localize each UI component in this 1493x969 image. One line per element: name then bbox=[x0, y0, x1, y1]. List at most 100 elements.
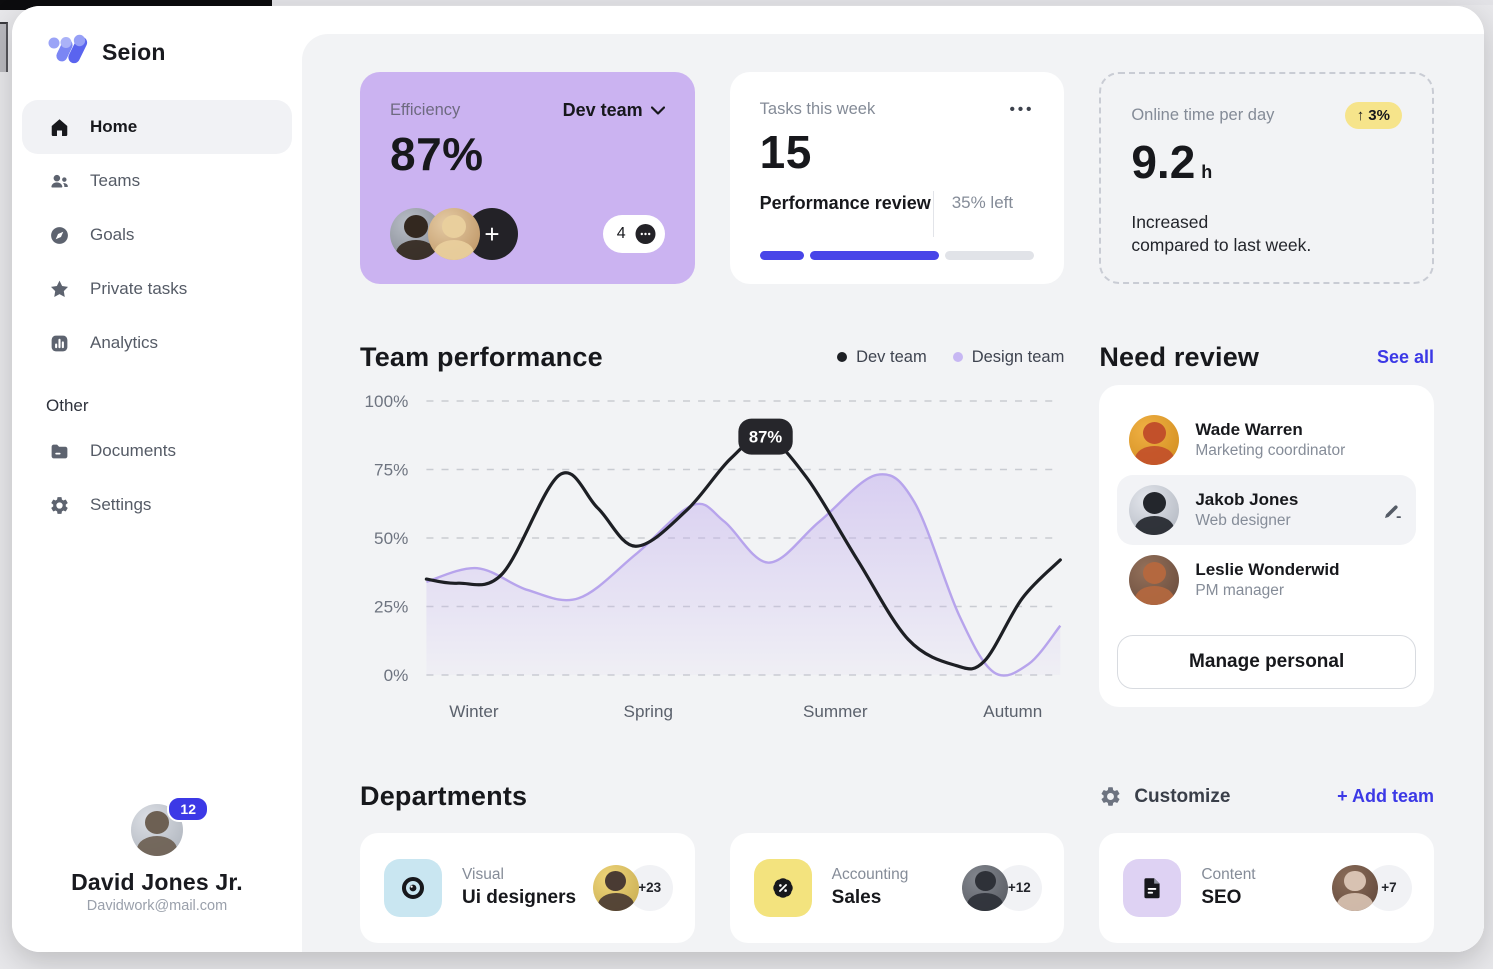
person-role: Web designer bbox=[1195, 512, 1291, 530]
folder-icon bbox=[48, 440, 70, 462]
person-name: Leslie Wonderwid bbox=[1195, 560, 1340, 580]
dept-icon-bg bbox=[753, 858, 812, 917]
document-icon bbox=[1144, 878, 1160, 899]
avatar bbox=[1331, 864, 1378, 911]
gear-icon bbox=[48, 494, 70, 516]
online-time-unit: h bbox=[1201, 162, 1213, 182]
need-review-title: Need review bbox=[1099, 341, 1260, 372]
legend-dot-design bbox=[952, 352, 963, 363]
svg-text:Spring: Spring bbox=[624, 702, 673, 721]
departments-title: Departments bbox=[360, 781, 528, 812]
task-progress-bar bbox=[759, 251, 1035, 260]
svg-text:87%: 87% bbox=[749, 428, 783, 447]
efficiency-card: Efficiency Dev team 87% + 4 bbox=[360, 72, 695, 284]
efficiency-value: 87% bbox=[390, 128, 484, 180]
dept-category: Visual bbox=[462, 866, 504, 884]
people-icon bbox=[48, 170, 70, 192]
main-area: Efficiency Dev team 87% + 4 bbox=[302, 6, 1484, 952]
legend-dev-team[interactable]: Dev team bbox=[837, 348, 927, 367]
sidebar-nav: Home Teams Goals Private tasks bbox=[12, 100, 302, 370]
pencil-icon bbox=[1384, 505, 1401, 519]
avatar bbox=[1129, 555, 1180, 606]
team-avatars: + bbox=[390, 208, 518, 260]
dept-name: Ui designers bbox=[462, 887, 577, 909]
sidebar-item-teams[interactable]: Teams bbox=[22, 154, 292, 208]
avatar bbox=[1129, 485, 1180, 536]
sidebar-item-label: Goals bbox=[90, 225, 135, 244]
see-all-link[interactable]: See all bbox=[1376, 346, 1434, 367]
department-card-visual[interactable]: Visual Ui designers +23 bbox=[360, 832, 695, 943]
star-icon bbox=[48, 278, 70, 300]
progress-remainder bbox=[944, 251, 1035, 260]
sidebar-item-analytics[interactable]: Analytics bbox=[22, 316, 292, 370]
sidebar-item-goals[interactable]: Goals bbox=[22, 208, 292, 262]
chart-title: Team performance bbox=[360, 341, 603, 372]
delta-value: 3% bbox=[1368, 107, 1390, 124]
sidebar-item-settings[interactable]: Settings bbox=[22, 478, 292, 532]
avatar bbox=[592, 864, 639, 911]
add-team-link[interactable]: + Add team bbox=[1337, 786, 1434, 807]
svg-text:0%: 0% bbox=[384, 666, 409, 685]
user-name: David Jones Jr. bbox=[71, 869, 243, 895]
sidebar-item-label: Home bbox=[90, 117, 138, 136]
sidebar-item-home[interactable]: Home bbox=[22, 100, 292, 154]
team-selector-value: Dev team bbox=[562, 100, 643, 120]
comments-count: 4 bbox=[616, 225, 626, 242]
svg-text:50%: 50% bbox=[374, 529, 408, 548]
background-window-edge bbox=[0, 22, 8, 72]
progress-segment bbox=[759, 251, 804, 260]
online-time-card: Online time per day ↑ 3% 9.2 h Increased… bbox=[1099, 72, 1434, 284]
department-card-content[interactable]: Content SEO +7 bbox=[1099, 832, 1434, 943]
svg-text:Winter: Winter bbox=[449, 702, 499, 721]
more-menu-icon[interactable]: ••• bbox=[1009, 101, 1035, 118]
seion-logo-icon bbox=[48, 34, 88, 64]
notification-badge: 12 bbox=[167, 796, 209, 822]
tasks-card: Tasks this week ••• 15 Performance revie… bbox=[729, 72, 1065, 284]
review-person-row[interactable]: Wade Warren Marketing coordinator bbox=[1117, 405, 1416, 475]
sidebar: Seion Home Teams Goals bbox=[12, 6, 302, 952]
dept-icon-bg bbox=[384, 858, 442, 917]
background-window-strip bbox=[0, 0, 272, 10]
user-email: Davidwork@mail.com bbox=[86, 898, 228, 914]
avatar bbox=[962, 864, 1009, 911]
review-person-row[interactable]: Leslie Wonderwid PM manager bbox=[1117, 545, 1416, 615]
comments-badge[interactable]: 4 bbox=[602, 215, 665, 253]
member-count-badge: +23 bbox=[626, 864, 673, 911]
review-person-row-selected[interactable]: Jakob Jones Web designer bbox=[1117, 475, 1416, 546]
tasks-label: Tasks this week bbox=[759, 100, 876, 118]
home-icon bbox=[48, 116, 70, 138]
sidebar-item-label: Settings bbox=[90, 495, 152, 514]
eye-icon bbox=[402, 876, 424, 899]
dept-category: Accounting bbox=[831, 866, 909, 884]
sidebar-item-private-tasks[interactable]: Private tasks bbox=[22, 262, 292, 316]
app-window: Seion Home Teams Goals bbox=[12, 6, 1484, 952]
online-time-label: Online time per day bbox=[1131, 106, 1275, 124]
online-time-value: 9.2 bbox=[1131, 136, 1196, 188]
add-member-button[interactable]: + bbox=[466, 208, 518, 260]
legend-design-team[interactable]: Design team bbox=[952, 348, 1064, 367]
background-strip bbox=[272, 0, 1493, 5]
department-card-accounting[interactable]: Accounting Sales +12 bbox=[729, 832, 1065, 943]
customize-button[interactable]: Customize bbox=[1099, 785, 1230, 808]
app-name: Seion bbox=[102, 38, 166, 65]
person-name: Wade Warren bbox=[1195, 420, 1303, 440]
team-selector-dropdown[interactable]: Dev team bbox=[563, 100, 665, 121]
dept-icon-bg bbox=[1123, 858, 1182, 917]
svg-text:100%: 100% bbox=[365, 392, 409, 411]
chart-container: 0% 25% 50% 75% 100% Winter Spring Summer Autumn 8… bbox=[360, 383, 1064, 727]
manage-personal-button[interactable]: Manage personal bbox=[1117, 635, 1416, 690]
svg-text:25%: 25% bbox=[374, 598, 408, 617]
efficiency-label: Efficiency bbox=[390, 101, 461, 119]
need-review-card: Wade Warren Marketing coordinator Jakob … bbox=[1099, 385, 1434, 708]
bar-chart-icon bbox=[48, 332, 70, 354]
edit-button[interactable] bbox=[1382, 499, 1404, 521]
dept-name: SEO bbox=[1201, 887, 1242, 909]
task-name: Performance review bbox=[759, 193, 931, 213]
person-role: Marketing coordinator bbox=[1195, 442, 1346, 460]
sidebar-item-documents[interactable]: Documents bbox=[22, 424, 292, 478]
gear-icon bbox=[1101, 787, 1120, 806]
dashboard-content: Efficiency Dev team 87% + 4 bbox=[302, 34, 1484, 952]
sidebar-item-label: Private tasks bbox=[90, 279, 188, 298]
sidebar-item-label: Documents bbox=[90, 441, 176, 460]
dept-category: Content bbox=[1201, 866, 1256, 884]
